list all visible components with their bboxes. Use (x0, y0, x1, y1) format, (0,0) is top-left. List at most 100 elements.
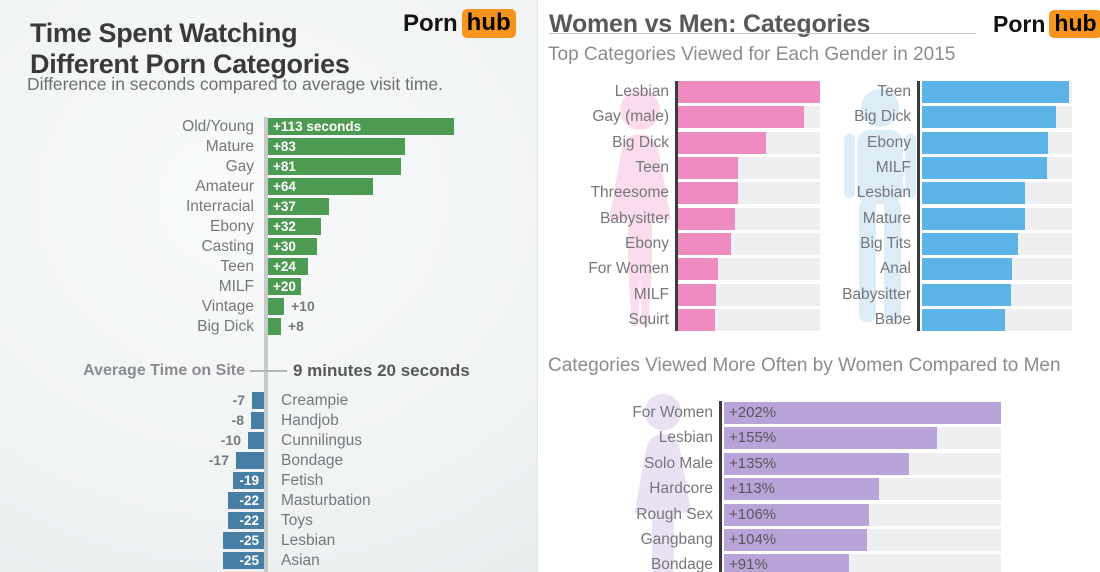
bar-category-label: Babysitter (600, 210, 669, 227)
bar: +30 (268, 238, 317, 255)
women-vs-men-infographic: Women vs Men: Categories Porn hub Top Ca… (537, 0, 1100, 572)
bar: -25 (223, 552, 264, 569)
bar-category-label: Teen (635, 159, 669, 176)
bar (236, 452, 264, 469)
bar-value: +202% (729, 404, 777, 421)
bar-value: +91% (729, 556, 768, 572)
bar-category-label: Squirt (628, 311, 670, 328)
bar-value: -17 (208, 452, 229, 468)
bar: +106% (724, 504, 869, 526)
bar-category-label: Big Tits (860, 235, 911, 252)
bar-value: +30 (273, 239, 296, 254)
bar-category-label: Lesbian (281, 532, 336, 549)
bar (922, 182, 1025, 204)
bar-category-label: Anal (879, 260, 911, 277)
bar-category-label: Babe (874, 311, 911, 328)
average-time-value: 9 minutes 20 seconds (293, 361, 470, 380)
right-title: Women vs Men: Categories (549, 9, 871, 38)
gender-chart-subtitle: Top Categories Viewed for Each Gender in… (548, 44, 956, 65)
left-title: Time Spent Watching Different Porn Categ… (30, 18, 350, 80)
bar-category-label: For Women (588, 260, 669, 277)
average-time-label: Average Time on Site (83, 362, 245, 379)
bar-category-label: Hardcore (649, 480, 713, 497)
bar (251, 412, 264, 429)
bar (922, 132, 1048, 154)
women-chart-axis-line (675, 81, 678, 331)
bar (922, 157, 1047, 179)
bar: +83 (268, 138, 405, 155)
men-chart-axis-line (917, 81, 920, 331)
bar-category-label: Big Dick (854, 108, 911, 125)
bar-value: +113 seconds (273, 119, 362, 134)
bar-value: +20 (273, 279, 296, 294)
bar-category-label: Toys (281, 512, 313, 529)
bar (922, 284, 1011, 306)
bar (678, 182, 738, 204)
logo-hub-badge: hub (461, 9, 516, 38)
bar-category-label: MILF (633, 286, 669, 303)
bar-value: -7 (232, 392, 245, 408)
bar-value: +106% (729, 506, 777, 523)
bar: +37 (268, 198, 329, 215)
bar (678, 233, 731, 255)
bar-value: -25 (239, 553, 259, 568)
bar-category-label: Big Dick (612, 134, 669, 151)
bar (678, 132, 766, 154)
bar: +81 (268, 158, 401, 175)
bar-category-label: Asian (281, 552, 320, 569)
bar-value: +104% (729, 531, 777, 548)
bar (268, 318, 281, 335)
logo-porn-text: Porn (403, 9, 458, 37)
bar-category-label: Old/Young (182, 118, 254, 135)
bar-category-label: Bondage (650, 556, 713, 572)
bar: +113 seconds (268, 118, 454, 135)
bar (922, 233, 1018, 255)
bar (922, 81, 1069, 103)
bar-category-label: Solo Male (644, 455, 713, 472)
title-divider-line (549, 33, 976, 34)
bar-category-label: Big Dick (197, 318, 254, 335)
bar (252, 392, 264, 409)
bar (922, 309, 1005, 331)
bar-value: -22 (239, 493, 259, 508)
bar-category-label: Threesome (590, 184, 669, 201)
bar (922, 258, 1012, 280)
bar-value: +64 (273, 179, 296, 194)
bar (678, 208, 735, 230)
bar-value: -25 (239, 533, 259, 548)
bar (678, 284, 716, 306)
bar-value: +32 (273, 219, 296, 234)
bar-category-label: Ebony (867, 134, 911, 151)
bar: -22 (228, 492, 264, 509)
bar-value: +10 (291, 298, 315, 314)
time-spent-infographic: Time Spent Watching Different Porn Categ… (0, 0, 537, 572)
bar-category-label: Babysitter (842, 286, 911, 303)
bar (678, 258, 718, 280)
bar-category-label: Cunnilingus (281, 432, 362, 449)
pornhub-logo: Porn hub (993, 10, 1100, 38)
bar (922, 106, 1056, 128)
left-title-line1: Time Spent Watching (30, 18, 298, 49)
bar-category-label: Fetish (281, 472, 324, 489)
bar-value: +37 (273, 199, 296, 214)
bar (678, 106, 804, 128)
bar: +104% (724, 529, 867, 551)
pornhub-logo: Porn hub (403, 9, 516, 38)
bar-value: +8 (288, 318, 304, 334)
bar (268, 298, 284, 315)
bar: -19 (233, 472, 264, 489)
bar-category-label: MILF (218, 278, 254, 295)
bar-category-label: Teen (877, 83, 911, 100)
bar-value: +135% (729, 455, 777, 472)
bar-category-label: MILF (875, 159, 911, 176)
bar-category-label: Masturbation (281, 492, 371, 509)
bar-category-label: Mature (205, 138, 254, 155)
bar-category-label: Gangbang (640, 531, 713, 548)
bar-category-label: Interracial (185, 198, 254, 215)
bar: +91% (724, 554, 849, 572)
bar: +64 (268, 178, 373, 195)
bar: +202% (724, 402, 1001, 424)
bar-value: +81 (273, 159, 296, 174)
bar: +32 (268, 218, 321, 235)
comparison-chart-axis-line (719, 401, 722, 572)
